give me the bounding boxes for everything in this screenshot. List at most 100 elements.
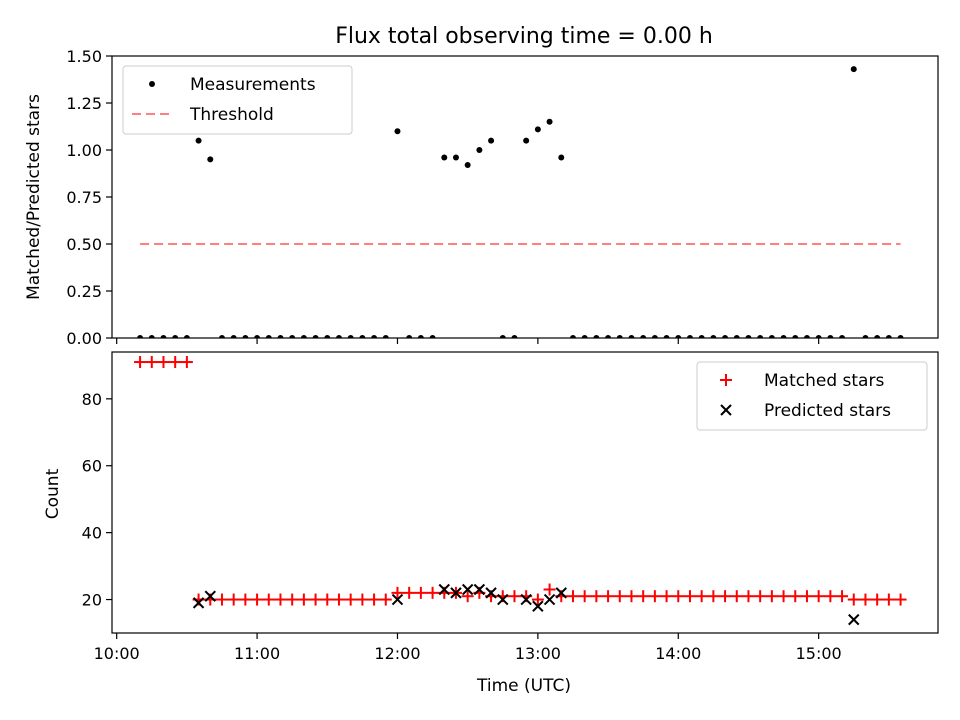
predicted-stars-point [192, 597, 205, 609]
measurements-point [195, 137, 202, 144]
bottom-y-tick-label: 40 [82, 524, 102, 543]
legend-measurements-label: Measurements [190, 75, 316, 95]
matched-stars-point [251, 593, 264, 606]
matched-stars-point [695, 590, 708, 603]
x-axis-label: Time (UTC) [476, 676, 571, 696]
matched-stars-point [239, 593, 252, 606]
measurements-point [757, 335, 764, 338]
legend-frame [696, 361, 928, 431]
matched-stars-point [660, 590, 673, 603]
matched-stars-point [637, 590, 650, 603]
top-legend: Measurements Threshold [122, 65, 353, 135]
matched-stars-point [812, 590, 825, 603]
legend-measurements-marker [149, 81, 155, 87]
measurements-point [137, 335, 144, 338]
measurements-point [686, 335, 693, 338]
matched-stars-point [742, 590, 755, 603]
x-tick-label: 12:00 [374, 644, 420, 663]
top-plot-panel: 0.00 0.25 0.50 0.75 1.00 1.25 1.50 Measurements… [66, 47, 939, 348]
measurements-point [710, 335, 717, 338]
measurements-point [289, 335, 296, 338]
matched-stars-point [332, 593, 345, 606]
measurements-point [452, 154, 459, 161]
matched-stars-point [414, 586, 427, 599]
matched-stars-point [882, 593, 895, 606]
measurements-point [722, 335, 729, 338]
x-tick-label: 13:00 [515, 644, 561, 663]
predicted-stars-point [473, 583, 486, 596]
measurements-point [207, 156, 214, 163]
measurements-point [417, 335, 424, 338]
top-y-tick-label: 0.50 [66, 235, 102, 254]
measurements-point [803, 335, 810, 338]
bottom-y-tick-label: 60 [82, 457, 102, 476]
measurements-point [534, 126, 541, 133]
measurements-point [745, 335, 752, 338]
predicted-stars-point [555, 587, 567, 599]
matched-stars-point [215, 593, 228, 606]
matched-stars-point [836, 590, 849, 603]
measurements-point [675, 335, 682, 338]
bottom-axes-frame [111, 351, 939, 634]
measurements-point [242, 335, 249, 338]
matched-stars-point [145, 356, 158, 369]
matched-stars-point [379, 593, 392, 606]
top-y-tick-label: 1.50 [66, 47, 102, 66]
measurements-point [429, 335, 436, 338]
predicted-stars-point [438, 583, 450, 596]
measurements-point [827, 335, 834, 338]
measurements-point [885, 335, 892, 338]
measurements-point [394, 128, 401, 135]
measurements-point [148, 335, 155, 338]
x-tick-label: 15:00 [796, 644, 842, 663]
matched-stars-point [566, 590, 579, 603]
matched-stars-point [461, 590, 474, 603]
matched-stars-point [672, 590, 685, 603]
measurements-point [569, 335, 576, 338]
top-y-tick-label: 1.00 [66, 141, 102, 160]
measurements-point [546, 118, 553, 125]
legend-frame [122, 65, 353, 135]
matched-stars-point [707, 590, 720, 603]
measurements-point [511, 335, 518, 338]
measurements-point [792, 335, 799, 338]
predicted-stars-point [532, 600, 544, 612]
legend-matched-stars-label: Matched stars [764, 371, 884, 391]
measurements-point [476, 147, 483, 153]
matched-stars-point [602, 590, 615, 603]
measurements-point [628, 335, 635, 338]
matched-stars-point [625, 590, 638, 603]
matched-stars-point [800, 590, 813, 603]
matched-stars-point [648, 590, 661, 603]
measurements-point [254, 335, 261, 338]
predicted-stars-point [485, 587, 497, 599]
measurements-point [815, 335, 822, 338]
bottom-y-tick-label: 20 [82, 591, 102, 610]
top-data-layer [137, 66, 904, 338]
top-y-tick-label: 0.00 [66, 329, 102, 348]
measurements-point [640, 335, 647, 338]
predicted-stars-point [391, 593, 404, 606]
matched-stars-point [426, 586, 439, 599]
measurements-point [581, 335, 588, 338]
top-y-axis-label: Matched/Predicted stars [24, 94, 44, 300]
measurements-point [371, 335, 378, 338]
measurements-point [347, 335, 354, 338]
matched-stars-point [730, 590, 743, 603]
measurements-point [382, 335, 389, 338]
bottom-legend: Matched stars Predicted stars [696, 361, 928, 431]
matched-stars-point [321, 593, 334, 606]
matched-stars-point [578, 590, 591, 603]
matched-stars-point [297, 593, 310, 606]
matched-stars-point [871, 593, 884, 606]
legend-matched-stars-marker [720, 374, 732, 386]
matched-stars-point [531, 593, 544, 606]
measurements-point [616, 335, 623, 338]
measurements-point [663, 335, 670, 338]
measurements-point [605, 335, 612, 338]
matched-stars-point [508, 590, 521, 603]
matched-stars-point [286, 593, 299, 606]
measurements-point [850, 66, 857, 73]
matched-stars-point [765, 590, 778, 603]
